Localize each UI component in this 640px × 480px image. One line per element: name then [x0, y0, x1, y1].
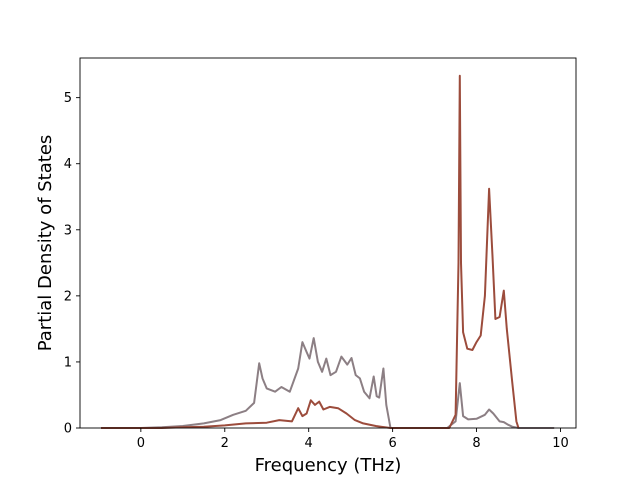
y-tick-label-2: 2 — [64, 289, 72, 304]
y-tick-label-5: 5 — [64, 91, 72, 106]
series-line-2 — [101, 74, 520, 429]
x-tick-label-4: 8 — [472, 436, 480, 451]
y-tick-label-3: 3 — [64, 223, 72, 238]
y-tick-label-1: 1 — [64, 355, 72, 370]
x-axis: 0 2 4 6 8 10 — [137, 428, 569, 451]
x-tick-label-0: 0 — [137, 436, 145, 451]
y-tick-label-0: 0 — [64, 422, 72, 437]
series-layer — [101, 74, 555, 429]
x-tick-label-5: 10 — [552, 436, 569, 451]
y-axis: 0 1 2 3 4 5 — [64, 91, 80, 437]
y-axis-label: Partial Density of States — [35, 135, 56, 352]
series-line-1 — [101, 337, 555, 429]
plot-frame — [79, 57, 577, 429]
x-tick-label-2: 4 — [305, 436, 313, 451]
x-axis-label: Frequency (THz) — [255, 455, 402, 476]
x-tick-label-1: 2 — [221, 436, 229, 451]
y-tick-label-4: 4 — [64, 157, 72, 172]
x-tick-label-3: 6 — [388, 436, 396, 451]
